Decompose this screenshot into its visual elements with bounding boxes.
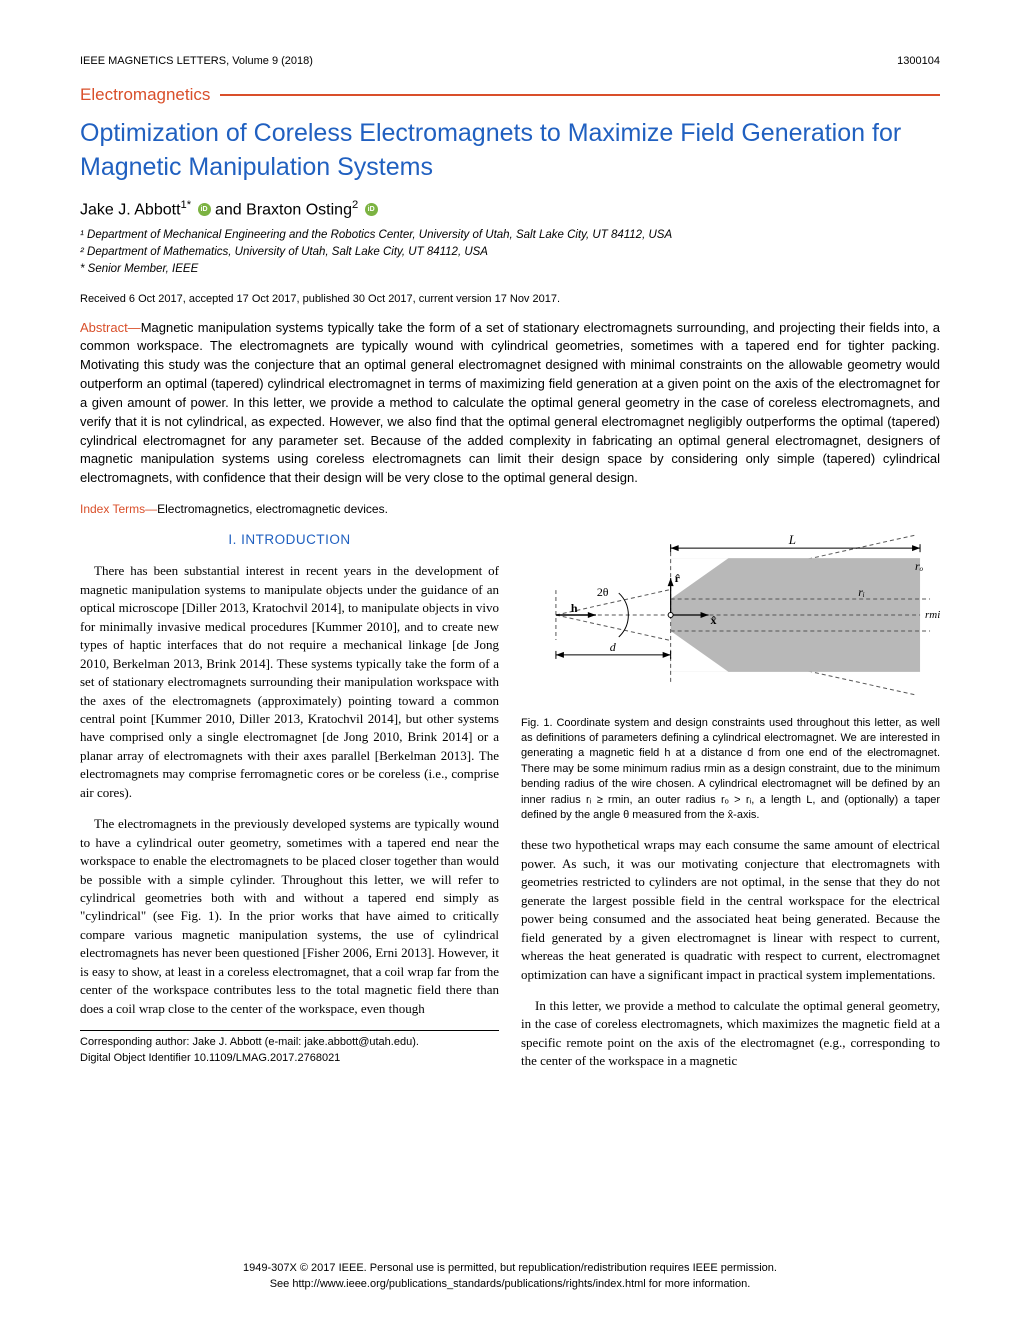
- author-joiner: and: [215, 201, 246, 218]
- paragraph: In this letter, we provide a method to c…: [521, 997, 940, 1071]
- label-theta: 2θ: [597, 585, 609, 599]
- paragraph: The electromagnets in the previously dev…: [80, 815, 499, 1018]
- affiliation-1: ¹ Department of Mechanical Engineering a…: [80, 227, 940, 244]
- label-rmin: rmin: [925, 609, 940, 621]
- author-list: Jake J. Abbott1* and Braxton Osting2: [80, 199, 940, 219]
- article-title: Optimization of Coreless Electromagnets …: [80, 117, 940, 185]
- section-heading: I. INTRODUCTION: [80, 530, 499, 549]
- paragraph: these two hypothetical wraps may each co…: [521, 836, 940, 984]
- index-terms-text: Electromagnetics, electromagnetic device…: [157, 502, 388, 516]
- left-column: I. INTRODUCTION There has been substanti…: [80, 530, 499, 1071]
- affiliation-2: ² Department of Mathematics, University …: [80, 244, 940, 261]
- running-header: IEEE MAGNETICS LETTERS, Volume 9 (2018) …: [80, 55, 940, 67]
- index-terms-label: Index Terms—: [80, 502, 157, 516]
- right-column: L rₒ rᵢ rmin d h: [521, 530, 940, 1071]
- abstract-text: Magnetic manipulation systems typically …: [80, 320, 940, 486]
- permissions-line: See http://www.ieee.org/publications_sta…: [80, 1277, 940, 1292]
- section-label-row: Electromagnetics: [80, 85, 940, 105]
- orcid-icon: [365, 203, 378, 216]
- body-columns: I. INTRODUCTION There has been substanti…: [80, 530, 940, 1071]
- figure-1: L rₒ rᵢ rmin d h: [521, 530, 940, 823]
- page-footer: 1949-307X © 2017 IEEE. Personal use is p…: [80, 1261, 940, 1292]
- figure-caption: Fig. 1. Coordinate system and design con…: [521, 716, 940, 824]
- affiliation-3: * Senior Member, IEEE: [80, 261, 940, 278]
- page: IEEE MAGNETICS LETTERS, Volume 9 (2018) …: [0, 0, 1020, 1320]
- label-ro: rₒ: [915, 559, 924, 573]
- label-rhat: r̂: [675, 571, 681, 585]
- article-id: 1300104: [897, 55, 940, 67]
- label-h: h: [571, 601, 578, 615]
- label-ri: rᵢ: [858, 585, 865, 599]
- figure-svg: L rₒ rᵢ rmin d h: [521, 530, 940, 710]
- author-2-name: Braxton Osting: [246, 201, 352, 218]
- corresponding-line: Corresponding author: Jake J. Abbott (e-…: [80, 1035, 499, 1050]
- doi-line: Digital Object Identifier 10.1109/LMAG.2…: [80, 1051, 499, 1066]
- affiliations: ¹ Department of Mechanical Engineering a…: [80, 227, 940, 279]
- author-1-name: Jake J. Abbott: [80, 201, 181, 218]
- abstract: Abstract—Magnetic manipulation systems t…: [80, 319, 940, 489]
- abstract-label: Abstract—: [80, 320, 141, 335]
- section-rule: [220, 94, 940, 96]
- publication-dates: Received 6 Oct 2017, accepted 17 Oct 201…: [80, 293, 940, 305]
- label-d: d: [610, 640, 617, 654]
- index-terms: Index Terms—Electromagnetics, electromag…: [80, 502, 940, 516]
- label-xhat: x̂: [711, 613, 717, 627]
- section-label: Electromagnetics: [80, 85, 210, 105]
- copyright-line: 1949-307X © 2017 IEEE. Personal use is p…: [80, 1261, 940, 1276]
- paragraph: There has been substantial interest in r…: [80, 562, 499, 802]
- author-2-sup: 2: [352, 199, 358, 211]
- journal-name: IEEE MAGNETICS LETTERS, Volume 9 (2018): [80, 55, 313, 67]
- corresponding-author: Corresponding author: Jake J. Abbott (e-…: [80, 1030, 499, 1066]
- label-L: L: [788, 532, 796, 547]
- author-1-sup: 1*: [181, 199, 192, 211]
- orcid-icon: [198, 203, 211, 216]
